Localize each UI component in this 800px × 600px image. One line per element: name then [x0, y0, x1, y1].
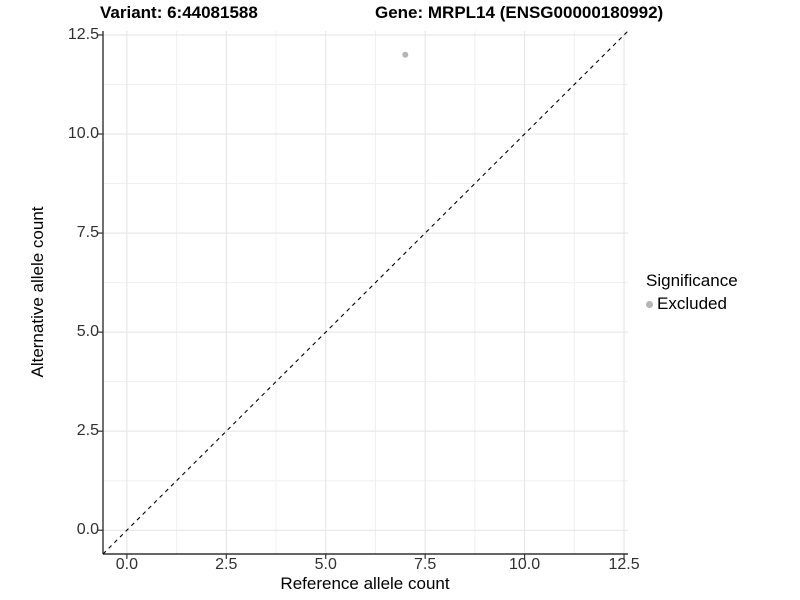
x-tick-label: 10.0: [509, 556, 541, 573]
x-axis-title: Reference allele count: [280, 574, 450, 593]
plot-title-gene: Gene: MRPL14 (ENSG00000180992): [375, 3, 664, 22]
x-tick-label: 0.0: [115, 556, 138, 573]
y-axis-title: Alternative allele count: [28, 206, 47, 378]
legend-entry-excluded: Excluded: [646, 294, 738, 314]
plot-title-variant: Variant: 6:44081588: [100, 3, 258, 22]
x-tick-label: 5.0: [314, 556, 337, 573]
data-point-excluded: [402, 51, 409, 58]
identity-reference-line: [102, 30, 629, 555]
legend-entries: Excluded: [646, 294, 738, 314]
x-tick-label: 2.5: [215, 556, 238, 573]
y-tick-label: 0.0: [76, 521, 99, 539]
legend-key-dot-icon: [646, 300, 653, 308]
y-tick-label: 12.5: [67, 25, 99, 43]
x-tick-label: 12.5: [608, 556, 640, 573]
x-tick-label: 7.5: [414, 556, 437, 573]
y-tick-label: 10.0: [67, 125, 99, 142]
y-tick-label: 7.5: [76, 224, 99, 242]
legend-entry-label: Excluded: [657, 294, 727, 313]
legend-title: Significance: [646, 271, 738, 290]
legend: Significance Excluded: [646, 271, 738, 314]
y-tick-label: 2.5: [76, 422, 99, 440]
y-tick-label: 5.0: [76, 323, 99, 341]
